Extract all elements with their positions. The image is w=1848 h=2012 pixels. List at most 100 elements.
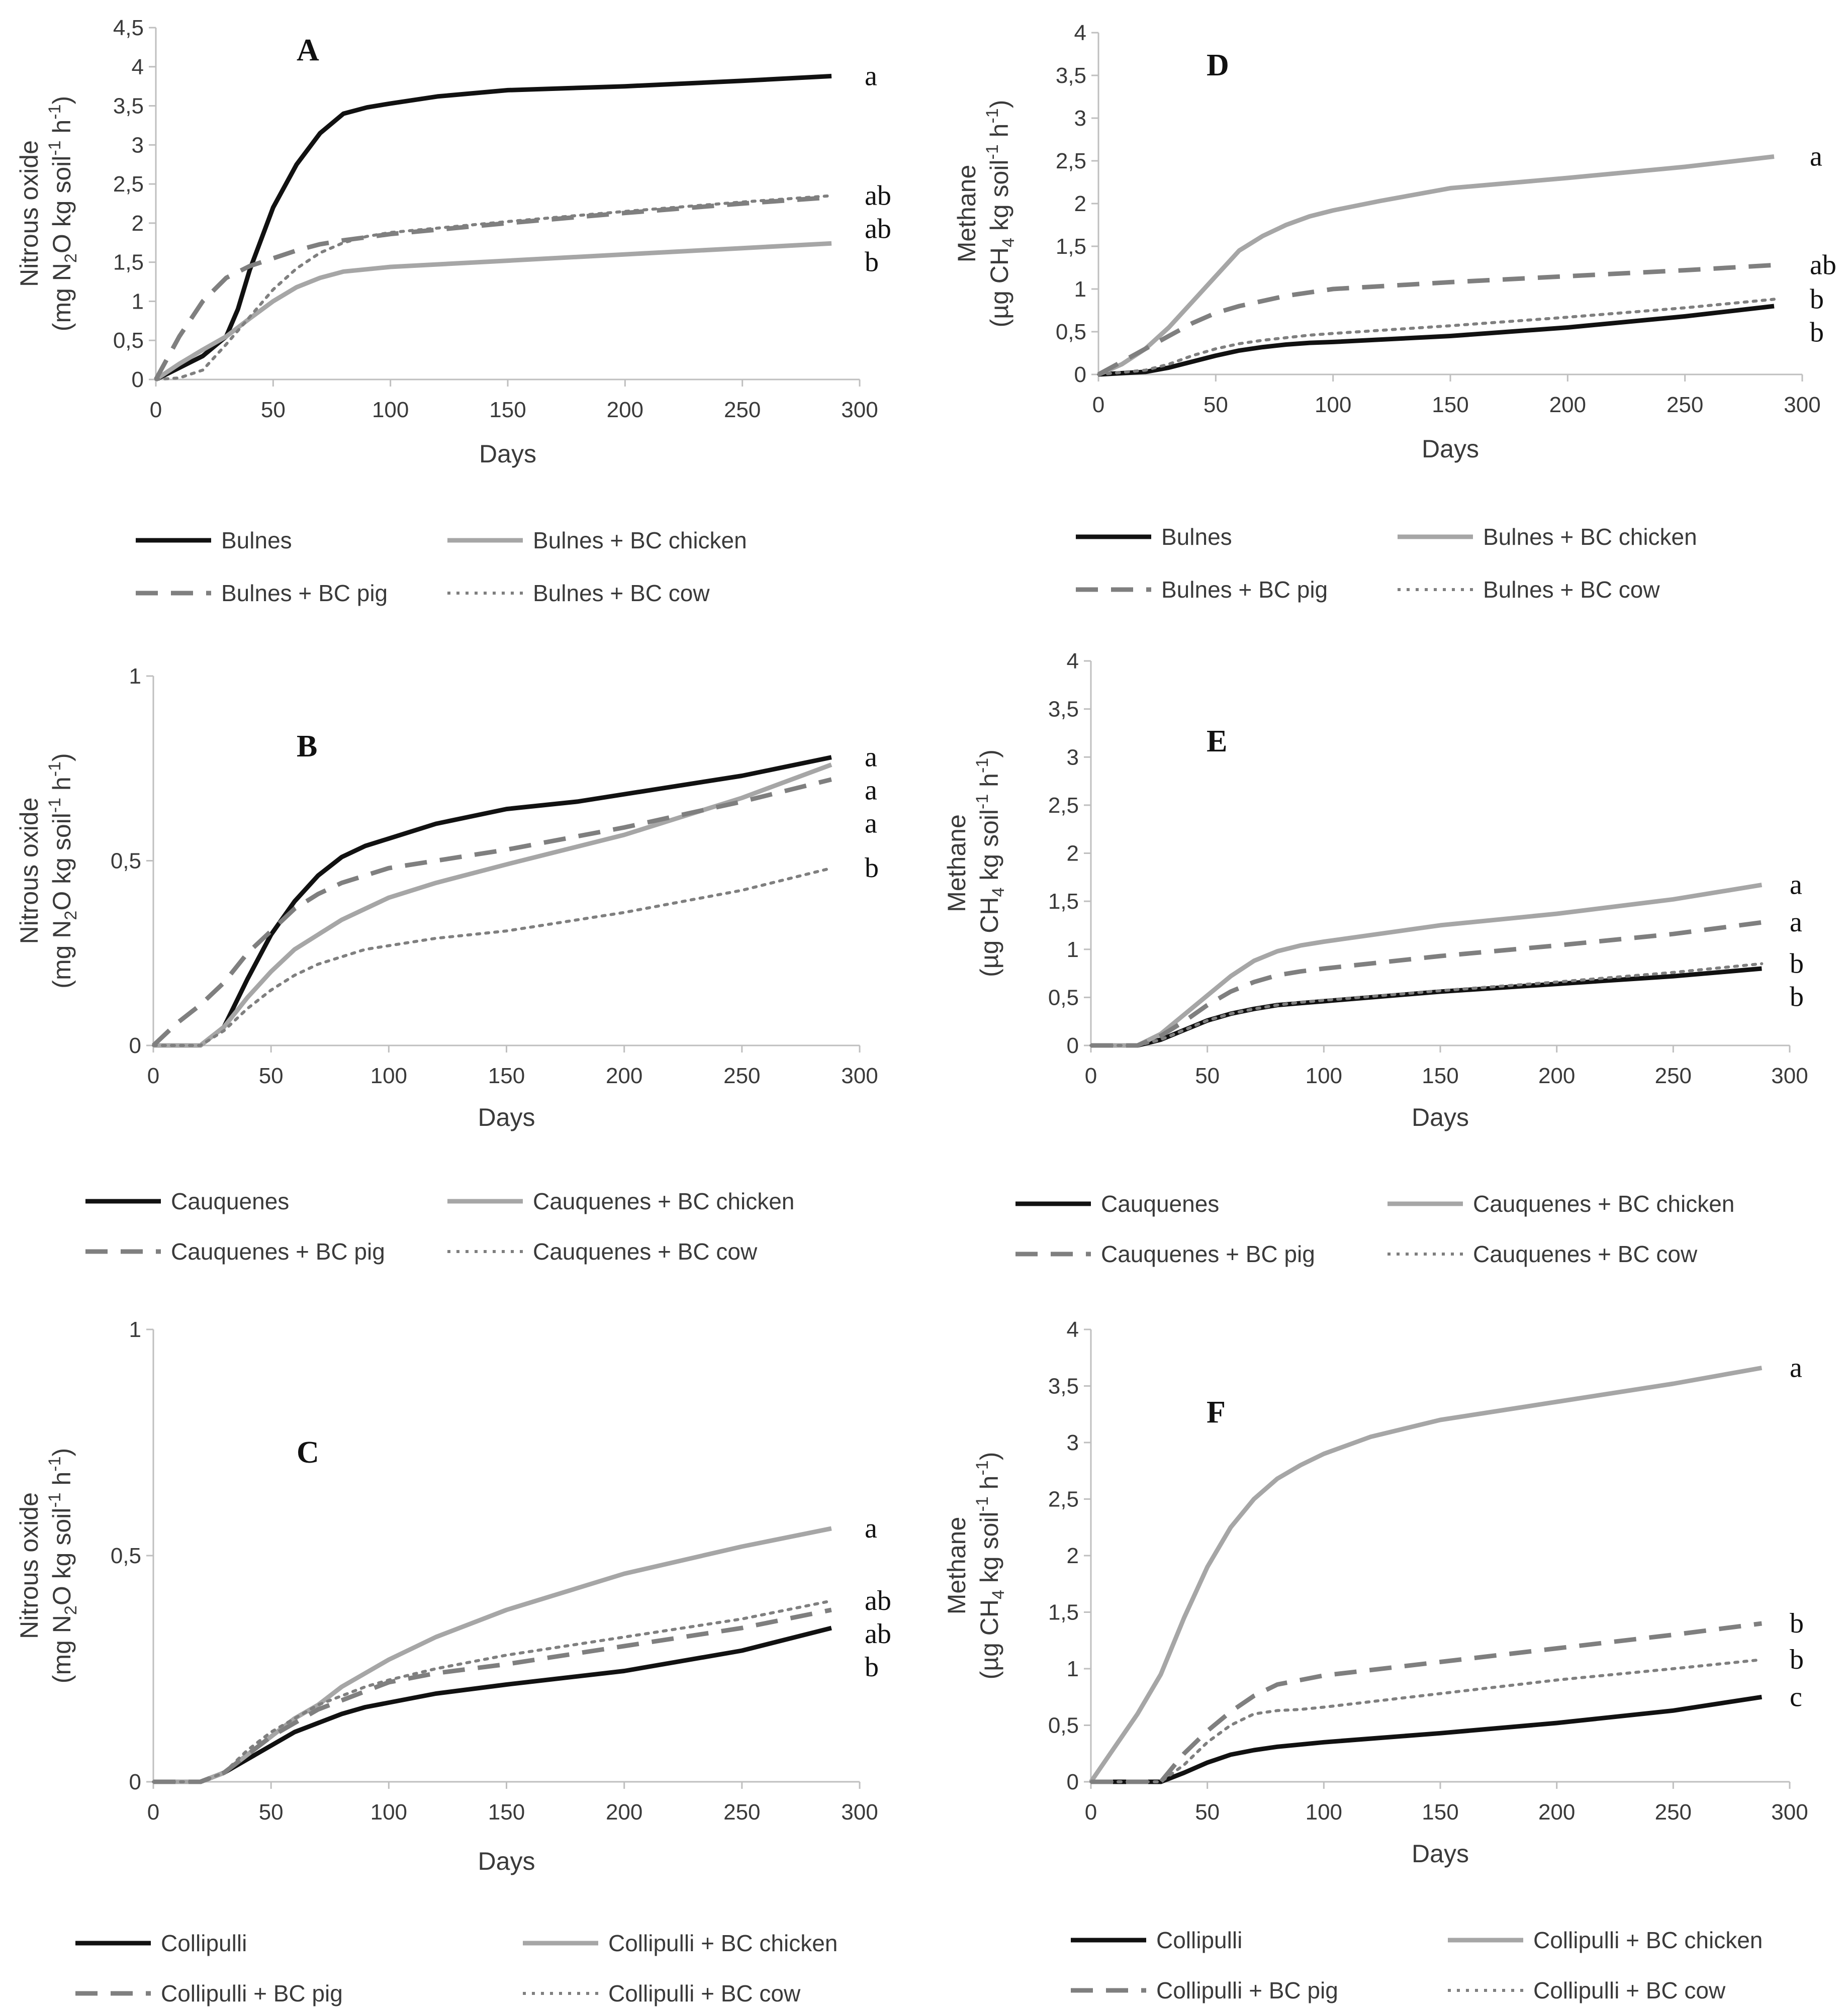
chart-panel-e: 0 0,5 1 1,5 2 2,5 3 3,5 4 0 50 100 150 200 250 300 Days M… [943, 649, 1808, 1267]
series-line-2 [1091, 883, 1763, 1048]
x-axis-title: Days [478, 1847, 535, 1875]
x-tick-label: 250 [723, 1064, 760, 1088]
unit-superscript: -1 [983, 144, 1002, 159]
y-tick-label: 1 [129, 664, 141, 689]
x-tick-label: 300 [841, 1800, 878, 1825]
legend-label: Collipulli + BC pig [1156, 1977, 1338, 2003]
significance-letter: b [865, 852, 879, 884]
y-axis-title: Nitrous oxide [15, 1492, 43, 1639]
unit-text: ) [985, 100, 1013, 109]
unit-superscript: -1 [983, 108, 1002, 123]
unit-text: h [48, 120, 76, 141]
unit-superscript: -1 [45, 761, 64, 777]
x-tick-label: 200 [1538, 1064, 1575, 1088]
x-tick-label: 200 [607, 398, 643, 422]
unit-subscript: 4 [999, 238, 1018, 247]
legend-label: Bulnes [1161, 524, 1232, 550]
series-line-2 [1089, 1366, 1763, 1783]
significance-letter: c [1790, 1681, 1802, 1712]
series-line-4 [152, 1599, 833, 1783]
y-tick-label: 0 [132, 367, 144, 392]
panel-label: C [297, 1435, 319, 1470]
legend-label: Cauquenes + BC cow [1473, 1241, 1698, 1267]
unit-subscript: 4 [989, 1590, 1008, 1599]
x-tick-label: 200 [1549, 393, 1586, 417]
unit-text: kg soil [985, 159, 1013, 238]
legend-label: Collipulli + BC cow [1533, 1977, 1726, 2003]
y-tick-label: 1 [1067, 937, 1079, 962]
y-tick-label: 2 [1067, 1544, 1079, 1568]
y-tick-label: 1,5 [1048, 889, 1079, 914]
legend-label: Cauquenes + BC chicken [1473, 1191, 1734, 1217]
significance-letter: a [1790, 907, 1802, 938]
unit-text: O kg soil [48, 813, 76, 911]
y-tick-label: 0,5 [1048, 1713, 1079, 1738]
y-tick-label: 1 [129, 1317, 141, 1342]
unit-text: h [985, 124, 1013, 145]
legend-label: Cauquenes + BC pig [1101, 1241, 1315, 1267]
unit-text: ) [48, 1448, 76, 1457]
x-tick-label: 300 [841, 398, 878, 422]
y-tick-label: 1 [1067, 1657, 1079, 1681]
y-tick-label: 3,5 [1048, 697, 1079, 722]
legend-label: Cauquenes + BC chicken [533, 1188, 794, 1214]
unit-text: (mg N [48, 920, 76, 989]
significance-letter: b [1790, 981, 1804, 1012]
y-tick-label: 0 [1074, 362, 1086, 387]
significance-letter: b [1790, 1608, 1804, 1639]
x-tick-label: 0 [147, 1800, 159, 1825]
y-tick-label: 2 [132, 211, 144, 236]
x-tick-label: 300 [1771, 1800, 1808, 1825]
y-tick-label: 3,5 [113, 94, 144, 119]
unit-text: kg soil [975, 1511, 1003, 1590]
unit-subscript: 2 [61, 1605, 80, 1615]
significance-letter: b [1810, 283, 1824, 315]
unit-superscript: -1 [45, 1492, 64, 1507]
panel-label: D [1207, 48, 1229, 82]
x-tick-label: 300 [1784, 393, 1820, 417]
y-axis-unit: (µg CH4 kg soil-1 h-1) [973, 1452, 1008, 1680]
legend-label: Collipulli + BC chicken [1533, 1927, 1763, 1953]
unit-text: O kg soil [48, 156, 76, 254]
y-tick-label: 1,5 [1048, 1600, 1079, 1625]
y-tick-label: 2,5 [113, 172, 144, 197]
significance-letter: b [1790, 1644, 1804, 1675]
legend-label: Collipulli [1156, 1927, 1242, 1953]
legend-label: Collipulli + BC chicken [608, 1930, 838, 1956]
x-tick-label: 250 [724, 398, 761, 422]
x-tick-label: 0 [1085, 1064, 1097, 1088]
significance-letter: a [865, 808, 877, 839]
x-tick-label: 250 [1667, 393, 1703, 417]
y-tick-label: 0 [1067, 1770, 1079, 1794]
unit-superscript: -1 [973, 794, 992, 809]
unit-superscript: -1 [973, 1496, 992, 1511]
x-tick-label: 300 [1771, 1064, 1808, 1088]
panel-label: F [1207, 1395, 1226, 1429]
y-tick-label: 0 [129, 1770, 141, 1794]
legend-label: Cauquenes + BC cow [533, 1238, 758, 1265]
significance-letter: a [1810, 141, 1822, 172]
x-tick-label: 50 [259, 1064, 284, 1088]
x-tick-label: 100 [371, 1064, 407, 1088]
y-axis-title: Nitrous oxide [15, 140, 43, 287]
y-axis-unit: (µg CH4 kg soil-1 h-1) [973, 749, 1008, 977]
legend-label: Collipulli + BC pig [161, 1980, 343, 2006]
panel-label: E [1207, 724, 1227, 758]
significance-letter: b [1810, 317, 1824, 348]
unit-text: h [975, 773, 1003, 794]
unit-superscript: -1 [45, 798, 64, 813]
chart-panel-d: 0 0,5 1 1,5 2 2,5 3 3,5 4 0 50 100 150 200 250 300 Days M… [953, 21, 1836, 603]
x-tick-label: 200 [606, 1064, 642, 1088]
significance-letter: ab [865, 213, 891, 244]
unit-text: h [975, 1476, 1003, 1497]
y-tick-label: 0 [129, 1033, 141, 1058]
series-line-4 [1089, 962, 1764, 1047]
unit-superscript: -1 [973, 1460, 992, 1475]
unit-superscript: -1 [45, 104, 64, 119]
x-tick-label: 50 [261, 398, 286, 422]
significance-letter: ab [1810, 249, 1836, 280]
y-tick-label: 1,5 [1056, 234, 1086, 259]
y-tick-label: 4 [132, 55, 144, 79]
x-axis-title: Days [478, 1103, 535, 1131]
